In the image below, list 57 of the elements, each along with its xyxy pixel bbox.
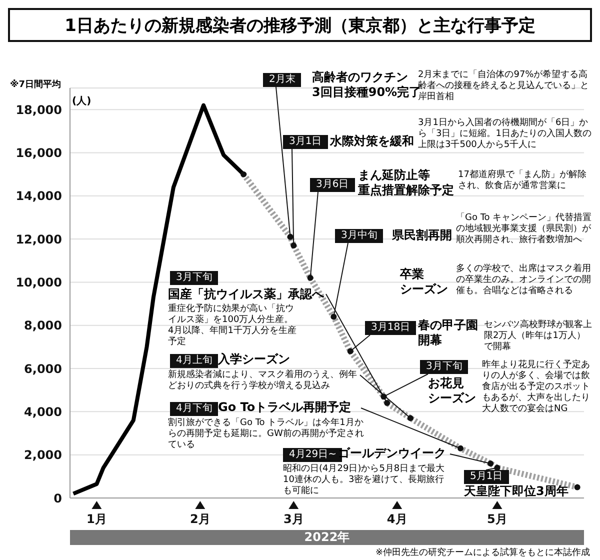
annotation: 水際対策を緩和 [330, 134, 414, 148]
annotation: 昭和の日(4月29日)から5月8日まで最大10連休の人も。3密を避けて、長期旅行も可能に [283, 464, 446, 497]
annotation: 4月上旬 [170, 354, 218, 368]
point [240, 171, 247, 178]
annotation: 3月1日から入国者の待機期間が「6日」から「3日」に短縮。1日あたりの入国人数の上限は3千500人から5千人に [418, 118, 592, 151]
x-tick-label: 1月 [86, 512, 107, 526]
annotation: 3月中旬 [335, 229, 384, 243]
annotation: 重点措置解除予定 [358, 183, 454, 197]
annotation: 春の甲子園 [418, 318, 478, 332]
x-tick-label: 4月 [386, 512, 408, 526]
y-tick-label: 8,000 [24, 318, 62, 333]
text: 高齢者のワクチン [312, 70, 408, 84]
annotation: 4月下旬 [170, 402, 218, 416]
annotation: 重症化予防に効果が高い「抗ウイルス薬」を100万人分生産。4月以降、年間1千万人分を生産予定 [168, 304, 298, 348]
annotation: お花見 [428, 376, 464, 390]
text: ※仲田先生の研究チームによる試算をもとに本誌作成 [374, 546, 590, 559]
text: ※7日間平均 [10, 78, 62, 91]
annotation: 3月6日 [310, 178, 355, 192]
annotation: 多くの学校で、出席はマスク着用の卒業生のみ。オンラインでの開催も。合唱などは省略される [456, 264, 592, 297]
annotation: 5月1日 [464, 470, 509, 484]
annotation: 「Go To キャンペーン」代替措置の地域観光事業支援（県民割）が順次再開され、旅行者数増加へ [456, 213, 592, 246]
annotation: 天皇陛下即位3周年 [464, 484, 568, 498]
annotation: 開幕 [418, 333, 442, 347]
x-tick-label: 2月 [190, 512, 210, 526]
y-tick-label: 6,000 [24, 362, 62, 376]
annotation: 2月末 [263, 73, 302, 87]
annotation: Go Toトラベル再開予定 [218, 400, 352, 414]
annotation: 県民割再開 [392, 228, 452, 242]
annotation: 3月下旬 [170, 271, 218, 285]
annotation: 4月29日~ [289, 449, 336, 460]
annotation: 卒業 [400, 267, 424, 281]
annotation: 入学シーズン [218, 352, 290, 366]
annotation: 2月末までに「自治体の97%が希望する高齢者への接種を終えると見込んでいる」と岸田首相 [418, 70, 590, 103]
y-tick-label: 10,000 [16, 275, 62, 290]
annotation: シーズン [428, 391, 476, 405]
y-tick-label: 0 [54, 491, 62, 506]
y-tick-label: 2,000 [24, 448, 62, 462]
annotation: シーズン [400, 282, 448, 296]
y-tick-label: 14,000 [16, 189, 62, 204]
y-tick-label: 12,000 [16, 232, 62, 246]
x-tick-label: 5月 [487, 512, 508, 526]
annotation: 国産「抗ウイルス薬」承認へ [168, 287, 324, 301]
annotation: 新規感染者減により、マスク着用のうえ、例年どおりの式典を行う学校が増える見込み [168, 370, 358, 392]
annotation: 3月18日 [365, 321, 416, 335]
y-tick-label: 4,000 [24, 404, 62, 419]
annotation: まん延防止等 [358, 168, 430, 182]
y-tick-label: 16,000 [16, 146, 62, 160]
annotation: センバツ高校野球が観客上限2万人（昨年は1万人）で開幕 [484, 320, 592, 353]
annotation: 昨年より花見に行く予定ありの人が多く、会場では飲食店が出る予定のスポットもあるが、大声を出したり大人数での宴会はNG [482, 360, 591, 415]
annotation: 3月下旬 [420, 360, 468, 374]
x-tick-label: 3月 [283, 512, 304, 526]
annotation: 3月1日 [283, 135, 328, 149]
annotation: 17都道府県で「まん防」が解除され、飲食店が通常営業に [458, 170, 588, 192]
chart-title: 1日あたりの新規感染者の推移予測（東京都）と主な行事予定 [8, 8, 592, 42]
y-tick-label: 18,000 [16, 102, 62, 117]
y-axis-title: (人) [72, 94, 92, 108]
x-axis-title: 2022年 [70, 530, 584, 545]
